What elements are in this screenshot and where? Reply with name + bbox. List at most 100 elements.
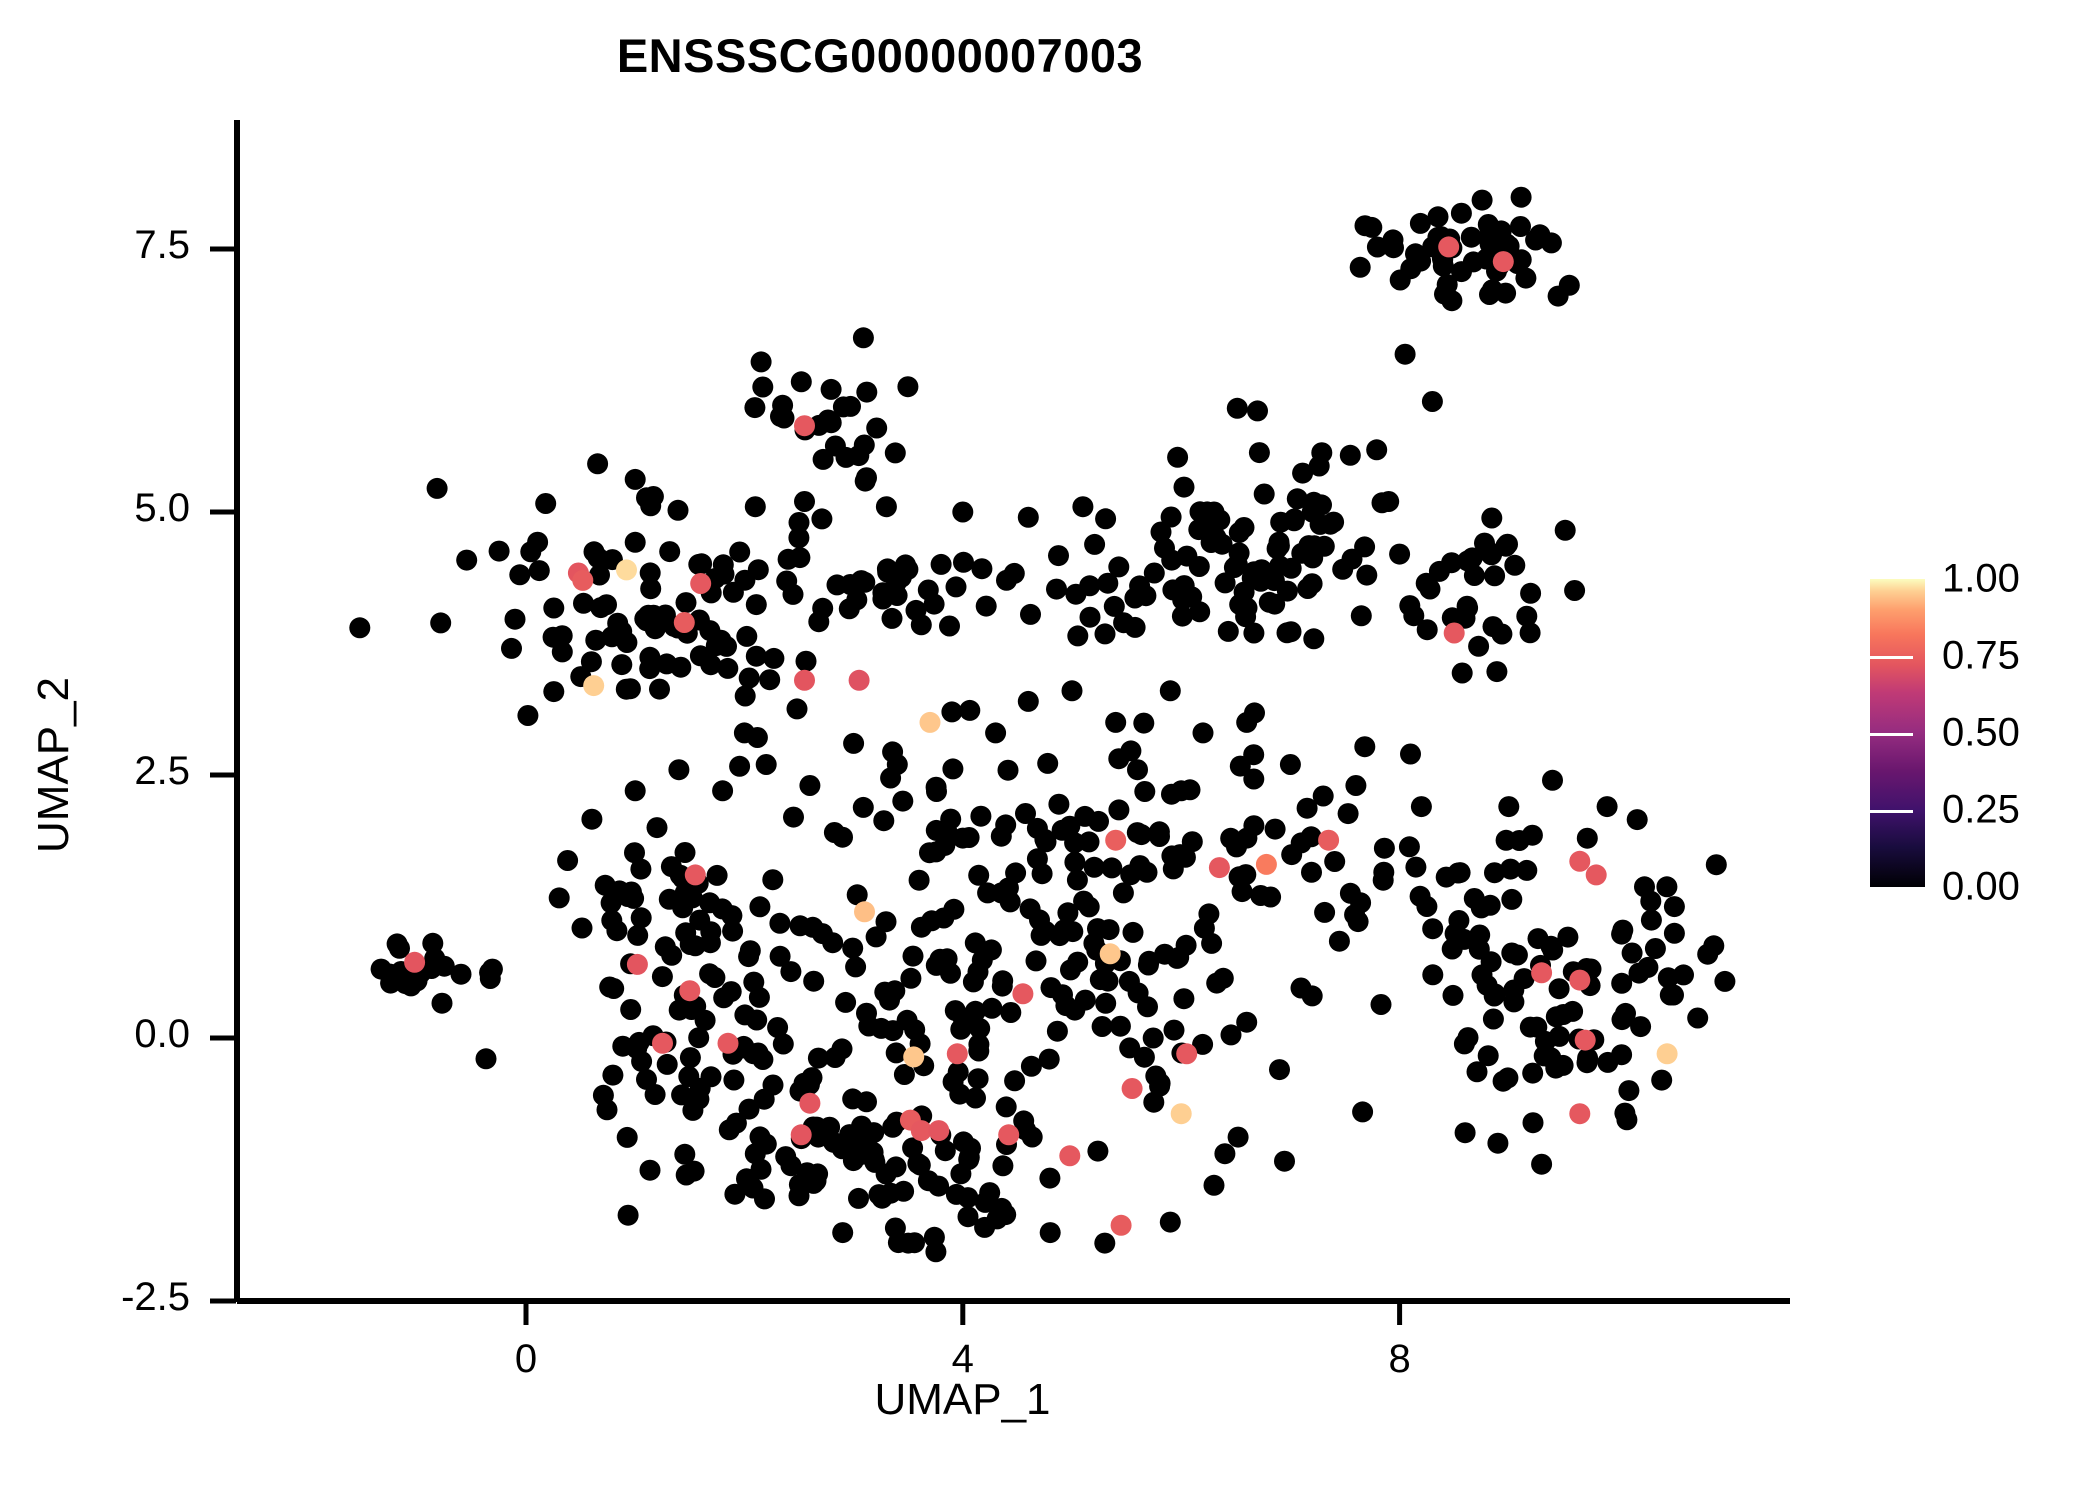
scatter-point bbox=[962, 971, 984, 993]
scatter-point bbox=[1136, 861, 1158, 883]
scatter-point bbox=[1366, 439, 1388, 461]
scatter-point bbox=[1231, 881, 1253, 903]
scatter-point bbox=[624, 780, 646, 802]
scatter-point bbox=[832, 826, 853, 848]
scatter-point bbox=[759, 669, 781, 691]
scatter-point-highlight bbox=[1569, 850, 1591, 872]
scatter-point bbox=[1251, 559, 1273, 581]
scatter-point bbox=[1019, 898, 1041, 920]
scatter-point bbox=[1108, 556, 1130, 578]
scatter-point bbox=[671, 1084, 693, 1106]
scatter-point bbox=[856, 467, 877, 489]
scatter-point bbox=[1451, 662, 1473, 684]
scatter-point bbox=[475, 1048, 497, 1070]
scatter-point bbox=[1308, 455, 1330, 477]
scatter-point bbox=[865, 926, 887, 948]
scatter-point bbox=[1373, 837, 1395, 859]
scatter-point bbox=[1233, 517, 1255, 538]
scatter-point-highlight bbox=[1569, 1103, 1591, 1125]
scatter-point bbox=[1017, 690, 1039, 712]
scatter-point-highlight bbox=[572, 569, 594, 591]
scatter-point bbox=[1611, 972, 1633, 994]
scatter-point bbox=[1211, 533, 1233, 555]
scatter-point bbox=[1020, 1055, 1042, 1077]
scatter-point bbox=[824, 435, 846, 457]
scatter-point bbox=[1389, 543, 1411, 565]
scatter-point bbox=[917, 579, 939, 601]
scatter-point bbox=[658, 888, 680, 910]
scatter-point bbox=[1133, 712, 1155, 734]
scatter-point bbox=[910, 916, 932, 938]
scatter-point-highlight bbox=[903, 1046, 925, 1068]
scatter-point bbox=[872, 588, 894, 610]
scatter-point bbox=[777, 548, 799, 570]
scatter-point bbox=[811, 923, 833, 945]
scatter-point bbox=[1094, 1232, 1116, 1254]
scatter-point bbox=[1484, 983, 1506, 1005]
scatter-point-highlight bbox=[1443, 622, 1465, 644]
scatter-point bbox=[874, 981, 896, 1003]
scatter-point bbox=[942, 758, 964, 780]
scatter-point bbox=[897, 1232, 919, 1254]
scatter-point bbox=[674, 1143, 696, 1165]
scatter-point bbox=[744, 397, 766, 419]
scatter-point bbox=[971, 949, 993, 971]
scatter-point bbox=[1506, 944, 1528, 966]
scatter-point-highlight bbox=[910, 1120, 932, 1142]
scatter-point bbox=[1548, 1025, 1570, 1047]
scatter-point bbox=[1217, 620, 1239, 642]
scatter-point bbox=[1109, 1015, 1131, 1037]
scatter-point bbox=[548, 887, 570, 909]
scatter-point bbox=[776, 570, 798, 592]
scatter-point bbox=[965, 1087, 986, 1109]
scatter-point bbox=[812, 597, 834, 619]
scatter-point bbox=[1297, 578, 1319, 599]
scatter-point bbox=[1236, 1011, 1258, 1033]
y-tick-label: 7.5 bbox=[134, 223, 190, 267]
scatter-point bbox=[1332, 558, 1354, 580]
scatter-point bbox=[1101, 857, 1123, 879]
scatter-point bbox=[1274, 1150, 1295, 1172]
scatter-point bbox=[679, 1047, 701, 1069]
scatter-point bbox=[667, 499, 689, 521]
scatter-point bbox=[681, 999, 702, 1020]
scatter-point bbox=[1235, 864, 1257, 886]
colorbar-tick-label: 0.50 bbox=[1942, 710, 2020, 755]
scatter-point bbox=[884, 442, 906, 464]
scatter-point bbox=[873, 810, 895, 832]
scatter-point bbox=[1105, 711, 1127, 733]
scatter-point bbox=[1410, 796, 1432, 818]
scatter-point bbox=[1495, 282, 1517, 304]
scatter-point bbox=[1143, 562, 1165, 584]
x-tick-label: 0 bbox=[514, 1337, 538, 1381]
scatter-point bbox=[1236, 827, 1258, 849]
scatter-point bbox=[1025, 950, 1047, 972]
scatter-point bbox=[1037, 752, 1059, 774]
scatter-point bbox=[1074, 805, 1096, 827]
colorbar-tick-mark bbox=[1862, 733, 1913, 736]
scatter-point bbox=[1103, 595, 1125, 617]
scatter-point bbox=[1405, 856, 1427, 878]
scatter-point bbox=[1133, 1046, 1155, 1068]
scatter-point bbox=[689, 645, 711, 667]
scatter-point bbox=[1214, 572, 1236, 594]
scatter-point bbox=[1048, 793, 1070, 815]
scatter-point bbox=[517, 705, 539, 726]
scatter-point bbox=[1466, 1061, 1488, 1083]
scatter-point bbox=[1301, 861, 1322, 883]
scatter-point bbox=[592, 1084, 614, 1106]
scatter-point bbox=[753, 1088, 775, 1110]
scatter-point bbox=[1057, 902, 1079, 924]
scatter-point bbox=[950, 1018, 972, 1040]
scatter-point-highlight bbox=[790, 1124, 812, 1146]
scatter-point bbox=[637, 604, 659, 626]
scatter-point bbox=[1481, 507, 1503, 529]
scatter-point bbox=[957, 1206, 979, 1228]
scatter-point bbox=[624, 468, 646, 490]
scatter-point bbox=[999, 891, 1021, 913]
x-tick-label: 4 bbox=[951, 1337, 974, 1381]
scatter-point bbox=[1223, 557, 1245, 578]
scatter-point bbox=[675, 1164, 697, 1186]
scatter-point bbox=[1258, 591, 1280, 613]
scatter-point bbox=[1296, 797, 1318, 819]
